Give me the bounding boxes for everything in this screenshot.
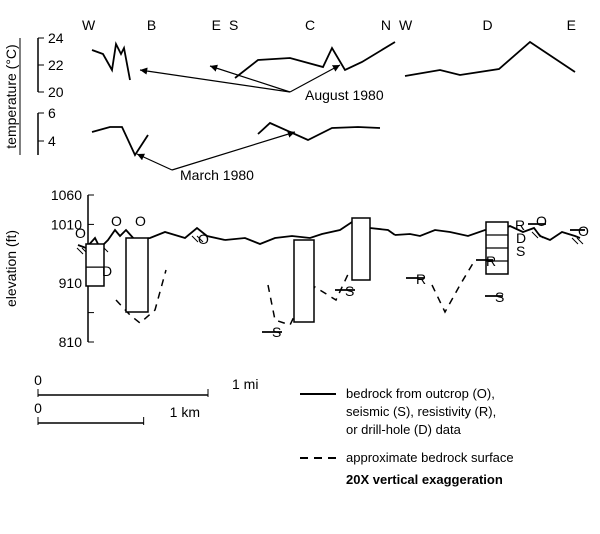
svg-text:O: O	[578, 223, 589, 239]
column-box	[352, 218, 370, 280]
svg-text:R: R	[486, 253, 496, 269]
svg-text:O: O	[135, 213, 146, 229]
column-box	[294, 240, 314, 322]
svg-text:O: O	[198, 231, 209, 247]
svg-text:O: O	[75, 225, 86, 241]
svg-text:D: D	[482, 17, 492, 33]
svg-text:4: 4	[48, 133, 56, 149]
svg-text:24: 24	[48, 30, 64, 46]
svg-text:B: B	[147, 17, 156, 33]
svg-text:810: 810	[59, 334, 83, 350]
svg-text:W: W	[82, 17, 96, 33]
temp-line	[92, 44, 130, 80]
temp-line	[405, 42, 575, 76]
svg-text:E: E	[212, 17, 221, 33]
svg-text:1 km: 1 km	[170, 404, 200, 420]
svg-text:August 1980: August 1980	[305, 87, 384, 103]
svg-text:C: C	[305, 17, 315, 33]
svg-text:approximate bedrock surface: approximate bedrock surface	[346, 450, 514, 465]
svg-text:bedrock from outcrop (O),: bedrock from outcrop (O),	[346, 386, 495, 401]
svg-text:1060: 1060	[51, 187, 82, 203]
svg-text:S: S	[229, 17, 238, 33]
temp-line	[235, 42, 395, 78]
svg-text:0: 0	[34, 372, 42, 388]
svg-text:S: S	[516, 243, 525, 259]
svg-text:R: R	[416, 271, 426, 287]
svg-text:E: E	[567, 17, 576, 33]
svg-text:1 mi: 1 mi	[232, 376, 258, 392]
column-box	[126, 238, 148, 312]
svg-text:0: 0	[34, 400, 42, 416]
svg-text:O: O	[536, 213, 547, 229]
svg-text:N: N	[381, 17, 391, 33]
temp-line	[92, 127, 148, 155]
svg-text:20X vertical exaggeration: 20X vertical exaggeration	[346, 472, 503, 487]
bedrock-dashed	[432, 260, 475, 312]
svg-text:S: S	[272, 324, 281, 340]
svg-text:22: 22	[48, 57, 64, 73]
svg-text:seismic (S), resistivity (R),: seismic (S), resistivity (R),	[346, 404, 496, 419]
cross-section-figure: WEBSNCWED24222064temperature (°C)1060101…	[0, 0, 600, 534]
svg-text:S: S	[495, 289, 504, 305]
svg-text:March 1980: March 1980	[180, 167, 254, 183]
svg-text:20: 20	[48, 84, 64, 100]
svg-text:or drill-hole (D) data: or drill-hole (D) data	[346, 422, 462, 437]
svg-text:6: 6	[48, 105, 56, 121]
svg-text:temperature (°C): temperature (°C)	[3, 44, 19, 148]
svg-text:O: O	[111, 213, 122, 229]
svg-text:W: W	[399, 17, 413, 33]
svg-text:D: D	[102, 263, 112, 279]
svg-text:elevation (ft): elevation (ft)	[3, 230, 19, 307]
svg-text:910: 910	[59, 275, 83, 291]
svg-text:S: S	[345, 283, 354, 299]
